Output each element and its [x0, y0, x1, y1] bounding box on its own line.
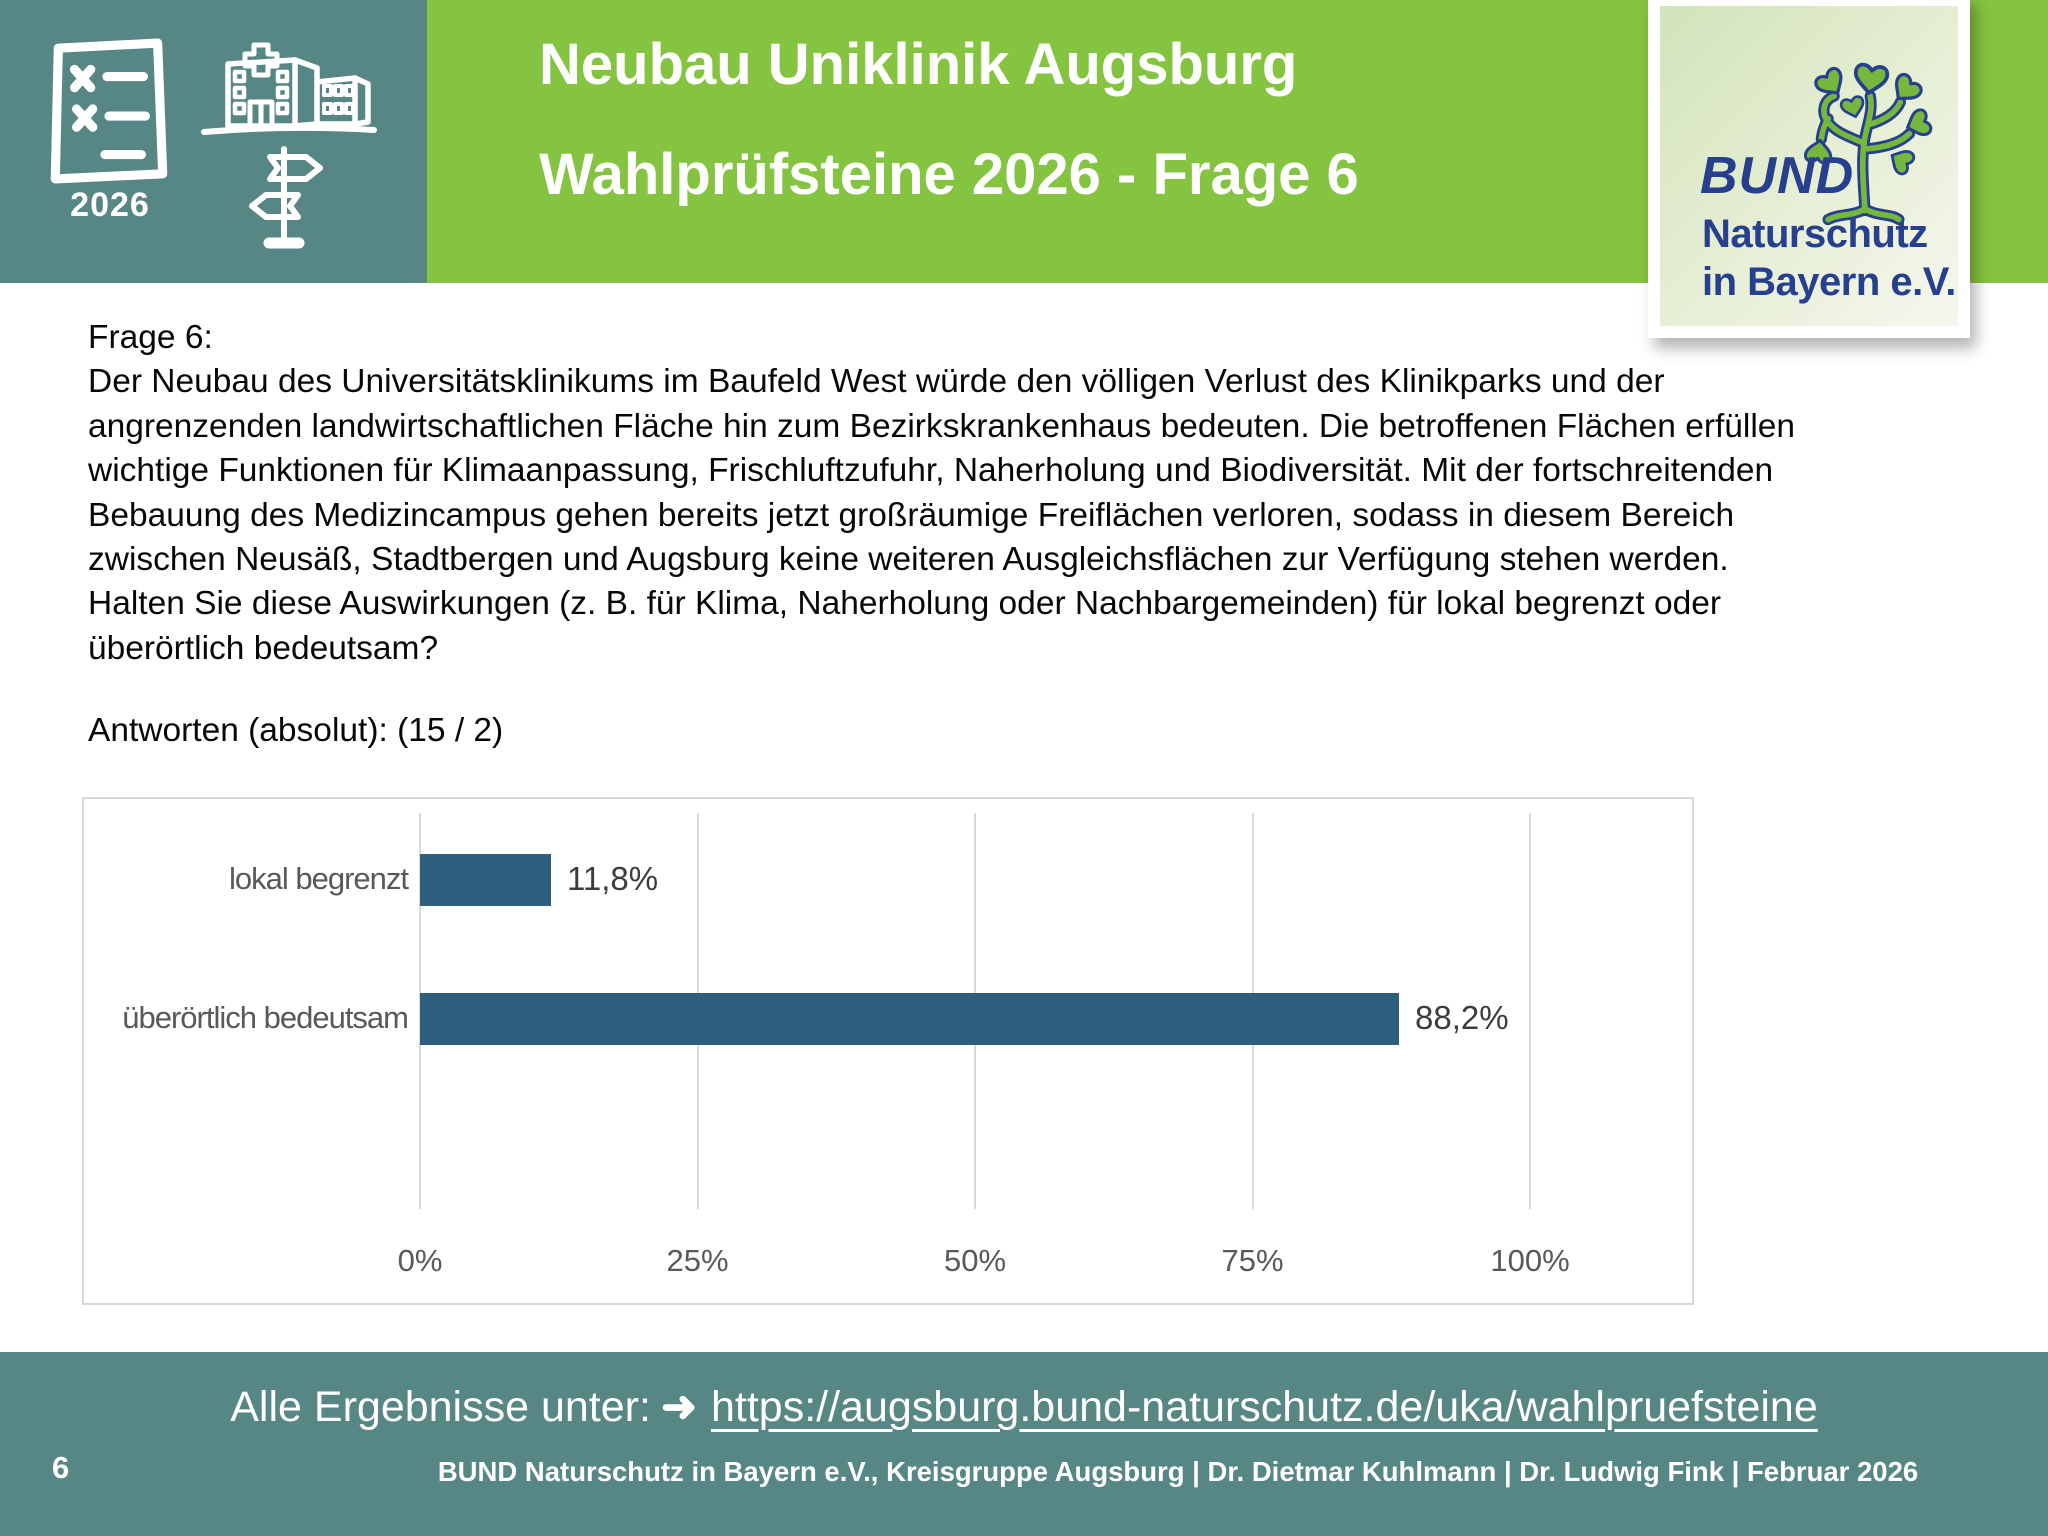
header-teal-panel: 2026: [0, 0, 427, 283]
logo-text-bund: BUND: [1700, 147, 1855, 205]
hospital-icon: [201, 42, 377, 135]
credit-line: BUND Naturschutz in Bayern e.V., Kreisgr…: [437, 1456, 1919, 1487]
chart-tick-label: 75%: [1221, 1243, 1284, 1278]
title-line-2: Wahlprüfsteine 2026 - Frage 6: [539, 142, 1359, 207]
answers-label: Antworten (absolut): (15 / 2): [88, 712, 504, 749]
chart-tick-label: 25%: [666, 1243, 729, 1278]
chart-gridline: [1529, 813, 1531, 1209]
logo-text-line2: Naturschutz: [1702, 212, 1928, 256]
results-line: Alle Ergebnisse unter: ➜ https://augsburg.…: [0, 1382, 2048, 1432]
chart-bar: [420, 993, 1400, 1045]
footer-bar: Alle Ergebnisse unter: ➜ https://augsburg.…: [0, 1352, 2048, 1536]
question-text: Der Neubau des Universitätsklinikums im …: [88, 363, 1796, 667]
chart-value-label: 11,8%: [566, 860, 659, 897]
results-link[interactable]: https://augsburg.bund-naturschutz.de/uka…: [710, 1383, 1818, 1431]
logo-text-line3: in Bayern e.V.: [1702, 260, 1956, 304]
chart-bar: [420, 854, 551, 906]
tree-icon: [1803, 62, 1933, 226]
chart-tick-label: 0%: [397, 1243, 443, 1278]
question-label: Frage 6:: [88, 319, 213, 356]
bar-chart: 0% 25% 50% 75% 100% lokal begrenzt 11,8% überör…: [82, 797, 1694, 1305]
page-title: Neubau Uniklinik Augsburg Wahlprüfsteine…: [539, 36, 1359, 204]
chart-tick-label: 100%: [1490, 1243, 1570, 1278]
chart-tick-label: 50%: [943, 1243, 1007, 1278]
year-badge: 2026: [70, 186, 150, 224]
bund-logo-card: BUND Naturschutz in Bayern e.V.: [1648, 0, 1970, 338]
title-line-1: Neubau Uniklinik Augsburg: [539, 32, 1298, 97]
page-number: 6: [52, 1450, 70, 1485]
chart-category-label: lokal begrenzt: [228, 861, 409, 896]
results-prefix: Alle Ergebnisse unter:: [230, 1383, 651, 1431]
question-block: Frage 6: Der Neubau des Universitätsklin…: [88, 316, 2018, 671]
signpost-icon: [249, 146, 323, 249]
bund-logo-background: BUND Naturschutz in Bayern e.V.: [1660, 6, 1958, 326]
chart-value-label: 88,2%: [1415, 999, 1509, 1036]
ballot-checklist-icon: [50, 38, 168, 184]
arrow-icon: ➜: [660, 1383, 697, 1431]
chart-category-label: überörtlich bedeutsam: [122, 1000, 409, 1035]
